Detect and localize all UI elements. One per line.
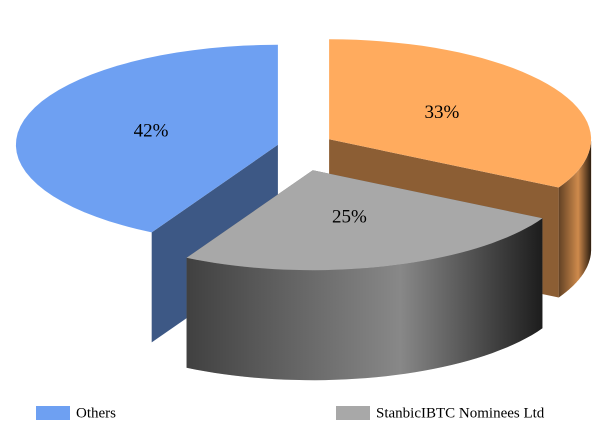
legend-label: Others [76,405,116,421]
pie-slice [15,44,278,233]
legend-swatch [36,406,70,420]
data-label: 42% [134,121,169,142]
slice-side-shade [558,139,592,298]
pie-slice [186,170,543,271]
pie-slice [329,39,592,188]
slice-side-shade [186,218,543,381]
data-label: 33% [424,102,459,123]
data-label: 25% [332,207,367,228]
legend-label: StanbicIBTC Nominees Ltd [376,405,545,421]
legend-swatch [336,406,370,420]
